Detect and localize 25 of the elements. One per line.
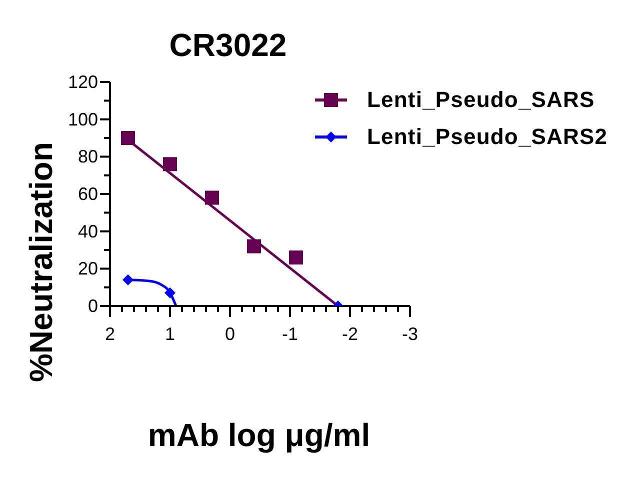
- x-tick-label: 1: [164, 324, 176, 344]
- chart-title: CR3022: [169, 27, 287, 63]
- point: [121, 131, 135, 145]
- x-tick-label: 0: [224, 324, 236, 344]
- point: [247, 239, 261, 254]
- y-tick-label: 60: [78, 184, 98, 204]
- y-tick-label: 80: [78, 146, 98, 167]
- y-tick-label: 100: [68, 109, 98, 130]
- x-axis-title: mAb log μg/ml: [148, 417, 370, 453]
- x-tick-label: 2: [104, 324, 116, 344]
- legend-label: Lenti_Pseudo_SARS2: [367, 124, 608, 150]
- point: [122, 274, 134, 286]
- point: [289, 250, 303, 264]
- x-tick-label: -3: [402, 324, 418, 344]
- y-axis-title: %Neutralization: [23, 142, 59, 382]
- x-tick-label: -1: [282, 324, 298, 344]
- x-tick-label: -2: [342, 324, 358, 344]
- y-tick-label: 20: [78, 258, 98, 279]
- point: [205, 190, 219, 205]
- point: [163, 157, 177, 172]
- y-tick-label: 120: [68, 72, 98, 92]
- y-tick-label: 0: [88, 296, 98, 316]
- point: [164, 287, 176, 298]
- legend-label: Lenti_Pseudo_SARS: [367, 86, 595, 112]
- y-tick-label: 40: [78, 221, 98, 242]
